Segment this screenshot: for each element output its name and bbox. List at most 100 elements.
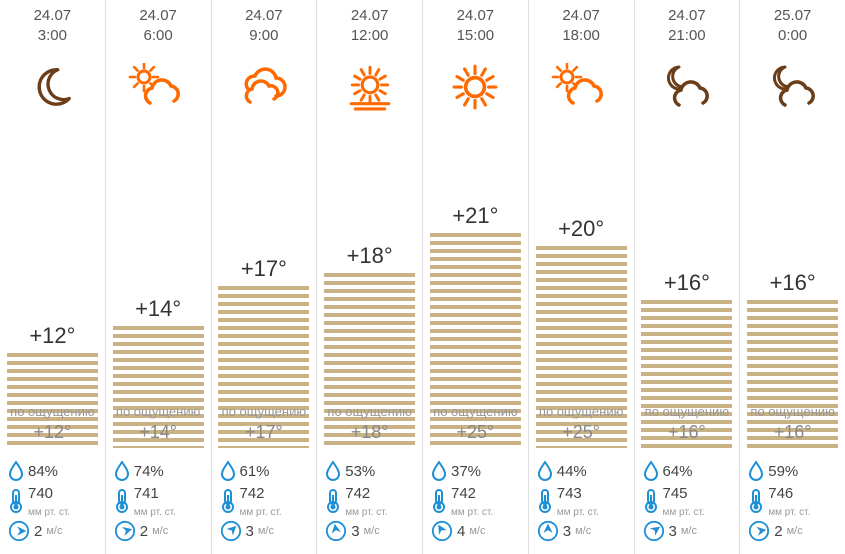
- datetime-block: 24.07 9:00: [212, 0, 317, 47]
- feels-like-value: +25°: [430, 421, 521, 444]
- feels-like-value: +16°: [747, 421, 838, 444]
- time-label: 6:00: [106, 26, 211, 46]
- feels-like-value: +16°: [641, 421, 732, 444]
- feels-like-caption: по ощущению: [113, 404, 204, 421]
- wind-row: 2 м/с: [114, 518, 205, 544]
- thermometer-icon: [537, 489, 553, 513]
- wind-row: 2 м/с: [8, 518, 99, 544]
- wind-unit: м/с: [787, 525, 803, 537]
- metrics-block: 64% 745 мм рт. ст. 3 м/с: [635, 448, 740, 554]
- temperature-bar: по ощущению +16°: [747, 300, 838, 448]
- wind-row: 3 м/с: [643, 518, 734, 544]
- forecast-column[interactable]: 24.07 18:00 +20° по ощущению +25° 44%: [529, 0, 635, 554]
- pressure-value: 742: [240, 485, 265, 502]
- temperature-label: +16°: [770, 270, 816, 296]
- feels-like-caption: по ощущению: [430, 404, 521, 421]
- droplet-icon: [325, 461, 341, 481]
- wind-row: 3 м/с: [220, 518, 311, 544]
- weather-icon: [106, 47, 211, 127]
- wind-direction-icon: [643, 520, 665, 542]
- temperature-label: +18°: [347, 243, 393, 269]
- weather-icon: [317, 47, 422, 127]
- thermometer-icon: [431, 489, 447, 513]
- forecast-column[interactable]: 25.07 0:00 +16° по ощущению +16° 59%: [740, 0, 845, 554]
- humidity-value: 44%: [557, 463, 587, 480]
- metrics-block: 59% 746 мм рт. ст. 2 м/с: [740, 448, 845, 554]
- datetime-block: 24.07 6:00: [106, 0, 211, 47]
- wind-speed: 2: [140, 523, 148, 540]
- thermometer-icon: [748, 489, 764, 513]
- temperature-bar: по ощущению +16°: [641, 300, 732, 448]
- humidity-row: 59%: [748, 458, 839, 484]
- pressure-unit: мм рт. ст.: [663, 507, 705, 518]
- humidity-row: 64%: [643, 458, 734, 484]
- weather-icon: [740, 47, 845, 127]
- droplet-icon: [114, 461, 130, 481]
- wind-row: 4 м/с: [431, 518, 522, 544]
- time-label: 12:00: [317, 26, 422, 46]
- wind-row: 2 м/с: [748, 518, 839, 544]
- wind-direction-icon: [537, 520, 559, 542]
- droplet-icon: [537, 461, 553, 481]
- temperature-area: +14° по ощущению +14°: [106, 127, 211, 448]
- wind-speed: 3: [669, 523, 677, 540]
- pressure-value: 745: [663, 485, 688, 502]
- date-label: 24.07: [0, 6, 105, 26]
- pressure-unit: мм рт. ст.: [240, 507, 282, 518]
- date-label: 24.07: [317, 6, 422, 26]
- feels-like-value: +12°: [7, 421, 98, 444]
- date-label: 24.07: [106, 6, 211, 26]
- wind-direction-icon: [325, 520, 347, 542]
- pressure-row: 742 мм рт. ст.: [431, 488, 522, 514]
- wind-unit: м/с: [469, 525, 485, 537]
- thermometer-icon: [114, 489, 130, 513]
- time-label: 15:00: [423, 26, 528, 46]
- pressure-row: 740 мм рт. ст.: [8, 488, 99, 514]
- forecast-column[interactable]: 24.07 9:00 +17° по ощущению +17° 61%: [212, 0, 318, 554]
- date-label: 24.07: [423, 6, 528, 26]
- datetime-block: 25.07 0:00: [740, 0, 845, 47]
- temperature-bar: по ощущению +25°: [430, 233, 521, 448]
- weather-icon: [529, 47, 634, 127]
- thermometer-icon: [8, 489, 24, 513]
- forecast-column[interactable]: 24.07 3:00 +12° по ощущению +12° 84%: [0, 0, 106, 554]
- metrics-block: 37% 742 мм рт. ст. 4 м/с: [423, 448, 528, 554]
- thermometer-icon: [220, 489, 236, 513]
- temperature-label: +14°: [135, 296, 181, 322]
- humidity-value: 53%: [345, 463, 375, 480]
- temperature-area: +12° по ощущению +12°: [0, 127, 105, 448]
- humidity-value: 61%: [240, 463, 270, 480]
- pressure-unit: мм рт. ст.: [768, 507, 810, 518]
- wind-row: 3 м/с: [537, 518, 628, 544]
- datetime-block: 24.07 18:00: [529, 0, 634, 47]
- temperature-bar: по ощущению +12°: [7, 353, 98, 448]
- feels-like-caption: по ощущению: [7, 404, 98, 421]
- forecast-column[interactable]: 24.07 21:00 +16° по ощущению +16° 64%: [635, 0, 741, 554]
- forecast-column[interactable]: 24.07 15:00 +21° по ощущению +25° 37%: [423, 0, 529, 554]
- feels-like-value: +18°: [324, 421, 415, 444]
- forecast-column[interactable]: 24.07 12:00 +18° по ощущению +18° 53%: [317, 0, 423, 554]
- wind-unit: м/с: [575, 525, 591, 537]
- thermometer-icon: [643, 489, 659, 513]
- temperature-area: +17° по ощущению +17°: [212, 127, 317, 448]
- temperature-bar: по ощущению +17°: [218, 286, 309, 448]
- feels-like-caption: по ощущению: [324, 404, 415, 421]
- temperature-bar: по ощущению +25°: [536, 246, 627, 448]
- temperature-area: +16° по ощущению +16°: [740, 127, 845, 448]
- feels-like-caption: по ощущению: [747, 404, 838, 421]
- pressure-row: 743 мм рт. ст.: [537, 488, 628, 514]
- humidity-row: 44%: [537, 458, 628, 484]
- temperature-area: +20° по ощущению +25°: [529, 127, 634, 448]
- humidity-row: 84%: [8, 458, 99, 484]
- metrics-block: 84% 740 мм рт. ст. 2 м/с: [0, 448, 105, 554]
- forecast-column[interactable]: 24.07 6:00 +14° по ощущению +14° 74%: [106, 0, 212, 554]
- weather-icon: [212, 47, 317, 127]
- date-label: 24.07: [529, 6, 634, 26]
- pressure-value: 742: [345, 485, 370, 502]
- datetime-block: 24.07 15:00: [423, 0, 528, 47]
- weather-icon: [635, 47, 740, 127]
- pressure-unit: мм рт. ст.: [345, 507, 387, 518]
- thermometer-icon: [325, 489, 341, 513]
- droplet-icon: [643, 461, 659, 481]
- pressure-value: 742: [451, 485, 476, 502]
